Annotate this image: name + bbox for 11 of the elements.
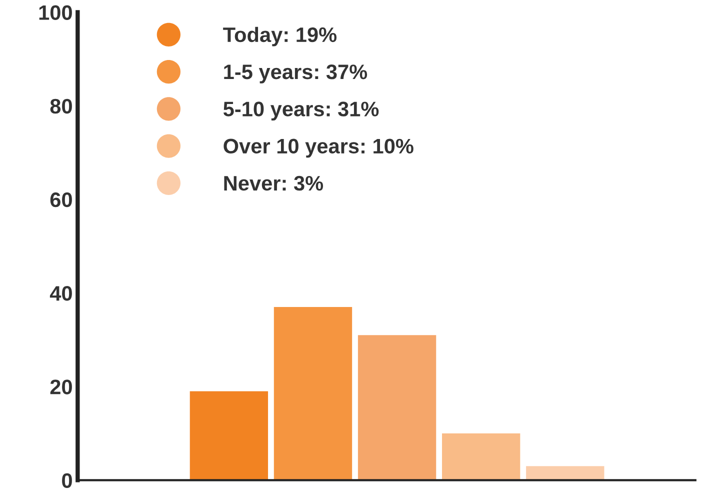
y-tick-label: 80	[50, 98, 72, 114]
legend-label: Never: 3%	[224, 176, 324, 191]
y-tick-label: 60	[50, 192, 72, 208]
y-tick-label: 40	[50, 286, 72, 301]
y-tick-label: 100	[39, 5, 72, 20]
legend-label: 1-5 years: 37%	[224, 64, 368, 84]
legend-label: Today: 19%	[223, 26, 337, 46]
y-tick-label: 0	[62, 473, 72, 488]
legend-label: 5-10 years: 31%	[223, 102, 379, 121]
y-tick-label: 20	[50, 380, 72, 394]
legend-label: Over 10 years: 10%	[224, 138, 414, 158]
